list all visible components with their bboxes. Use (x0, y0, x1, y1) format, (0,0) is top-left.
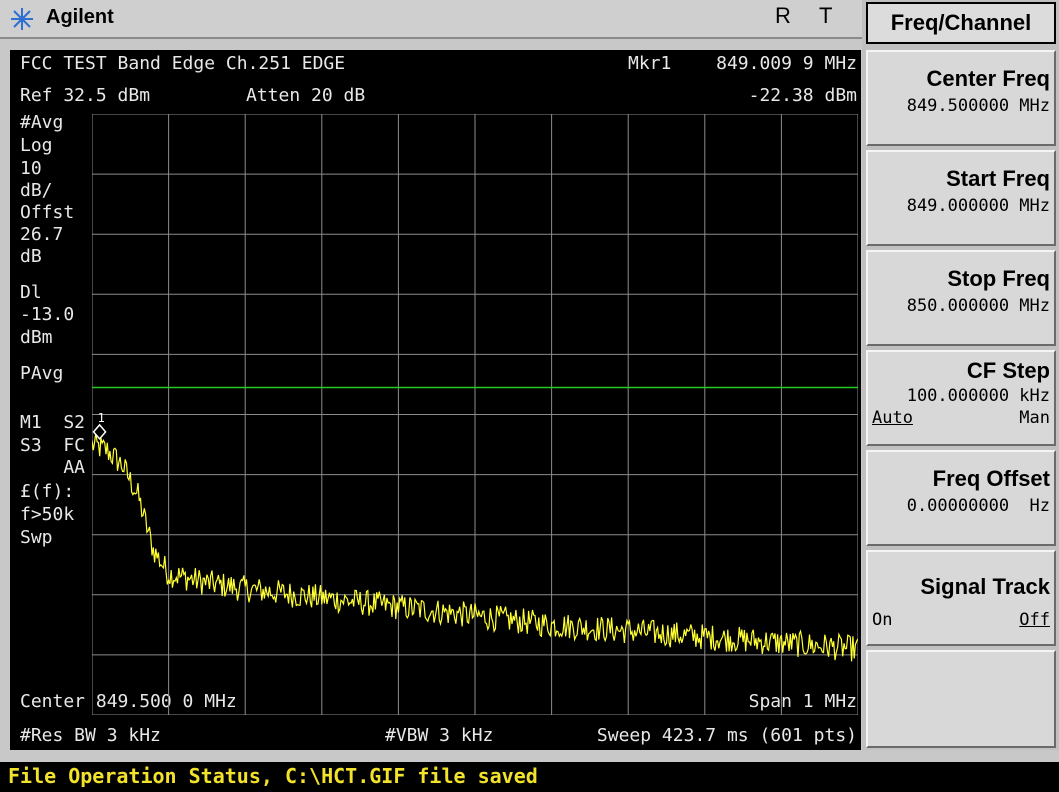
softkey-value: 849.000000 MHz (906, 196, 1050, 216)
resolution-bandwidth: #Res BW 3 kHz (20, 725, 161, 746)
side-annotation: 26.7 (20, 224, 64, 245)
off-option: Off (1019, 610, 1050, 630)
graticule (92, 114, 858, 715)
softkey-label: Stop Freq (947, 266, 1050, 291)
softkey-label: Signal Track (920, 574, 1050, 599)
side-annotation: Log (20, 135, 53, 156)
auto-option: Auto (872, 408, 913, 428)
trigger-indicator: T (819, 3, 833, 28)
side-annotation: S3 FC (20, 435, 86, 456)
side-annotation: f>50k (20, 504, 75, 525)
marker-number: 1 (98, 411, 105, 425)
side-annotation: AA (20, 457, 86, 478)
side-annotation: M1 S2 (20, 412, 86, 433)
start-freq-softkey[interactable]: Start Freq 849.000000 MHz (866, 150, 1056, 246)
softkey-label: Freq Offset (932, 466, 1050, 491)
center-frequency: Center 849.500 0 MHz (20, 691, 237, 712)
softkey-value: 849.500000 MHz (906, 96, 1050, 116)
softkey-value: 850.000000 MHz (906, 296, 1050, 316)
blank-softkey[interactable] (866, 650, 1056, 748)
spectrum-plot: 1 (92, 114, 858, 715)
title-bar: Agilent R T (0, 0, 862, 39)
agilent-spark-icon (11, 8, 33, 30)
status-message: File Operation Status, C:\HCT.GIF file s… (8, 764, 538, 788)
side-annotation: 10 (20, 158, 42, 179)
softkey-value: 0.00000000 Hz (906, 496, 1050, 516)
attenuation: Atten 20 dB (246, 85, 366, 106)
cf-step-softkey[interactable]: CF Step 100.000000 kHz Auto Man (866, 350, 1056, 446)
side-annotation: -13.0 (20, 304, 75, 325)
marker-frequency: 849.009 9 MHz (716, 53, 857, 74)
side-annotation: PAvg (20, 363, 64, 384)
marker-label: Mkr1 (628, 53, 672, 74)
reference-level: Ref 32.5 dBm (20, 85, 151, 106)
sweep-time: Sweep 423.7 ms (601 pts) (596, 725, 857, 746)
signal-track-softkey[interactable]: Signal Track On Off (866, 550, 1056, 646)
spectrum-display: FCC TEST Band Edge Ch.251 EDGE Mkr1 849.… (10, 50, 861, 750)
side-annotation: Swp (20, 527, 53, 548)
side-annotation: dB/ (20, 180, 53, 201)
marker-diamond-icon (92, 423, 107, 440)
freq-offset-softkey[interactable]: Freq Offset 0.00000000 Hz (866, 450, 1056, 546)
video-bandwidth: #VBW 3 kHz (385, 725, 494, 746)
side-annotation: Offst (20, 202, 75, 223)
softkey-label: Center Freq (926, 66, 1050, 91)
brand-name: Agilent (46, 6, 114, 28)
softkey-label: Start Freq (946, 166, 1050, 191)
manual-option: Man (1019, 408, 1050, 428)
side-annotation: dBm (20, 327, 53, 348)
trace-line (92, 432, 858, 662)
softkey-label: CF Step (966, 358, 1050, 383)
side-annotation: £(f): (20, 481, 75, 502)
side-annotation: dB (20, 246, 42, 267)
center-freq-softkey[interactable]: Center Freq 849.500000 MHz (866, 50, 1056, 146)
menu-title: Freq/Channel (866, 2, 1056, 44)
stop-freq-softkey[interactable]: Stop Freq 850.000000 MHz (866, 250, 1056, 346)
remote-indicator: R (775, 3, 791, 28)
measurement-title: FCC TEST Band Edge Ch.251 EDGE (20, 53, 346, 74)
on-option: On (872, 610, 893, 630)
softkey-value: 100.000000 kHz (906, 386, 1050, 406)
side-annotation: #Avg (20, 112, 64, 133)
trace-layer: 1 (92, 386, 858, 662)
marker-amplitude: -22.38 dBm (748, 85, 857, 106)
status-bar: File Operation Status, C:\HCT.GIF file s… (0, 762, 1059, 792)
side-annotation: Dl (20, 282, 42, 303)
